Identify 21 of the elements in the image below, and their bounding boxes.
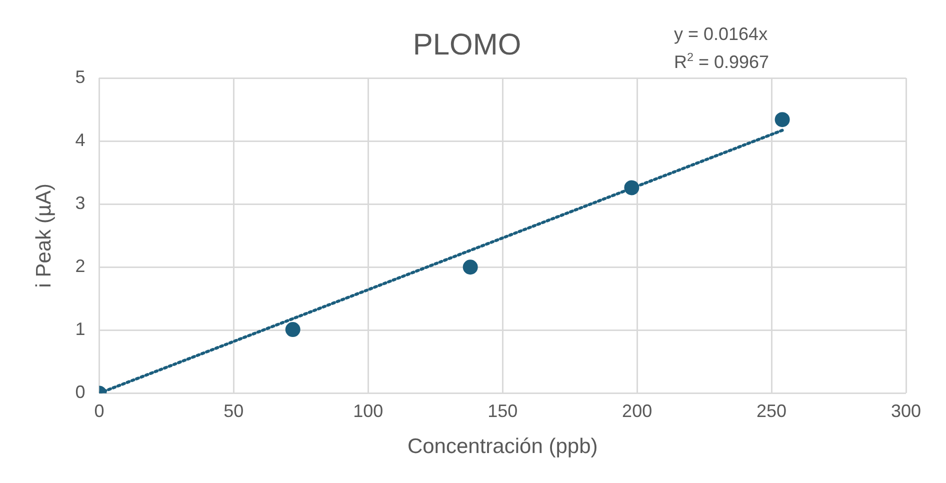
y-tick-label: 3 — [75, 193, 86, 214]
x-tick-label: 250 — [756, 400, 787, 421]
x-tick-label: 300 — [890, 400, 922, 421]
x-tick-label: 100 — [353, 400, 384, 421]
x-tick-label: 0 — [94, 400, 104, 421]
y-tick-label: 0 — [75, 382, 86, 402]
x-axis-title: Concentración (ppb) — [407, 435, 598, 458]
y-axis-title: i Peak (µA) — [32, 183, 56, 288]
point — [462, 260, 478, 275]
point — [285, 322, 300, 338]
x-tick-label: 50 — [224, 400, 244, 421]
x-tick-label: 200 — [622, 400, 652, 421]
point — [774, 112, 790, 128]
y-tick-label: 5 — [75, 66, 86, 87]
text: y = 0.0164x — [674, 24, 768, 44]
y-tick-label: 2 — [75, 256, 86, 276]
chart-title: PLOMO — [412, 28, 522, 62]
x-tick-label: 150 — [488, 400, 518, 421]
y-tick-label: 1 — [75, 319, 86, 340]
point — [624, 180, 640, 196]
y-tick-label: 4 — [75, 130, 86, 150]
